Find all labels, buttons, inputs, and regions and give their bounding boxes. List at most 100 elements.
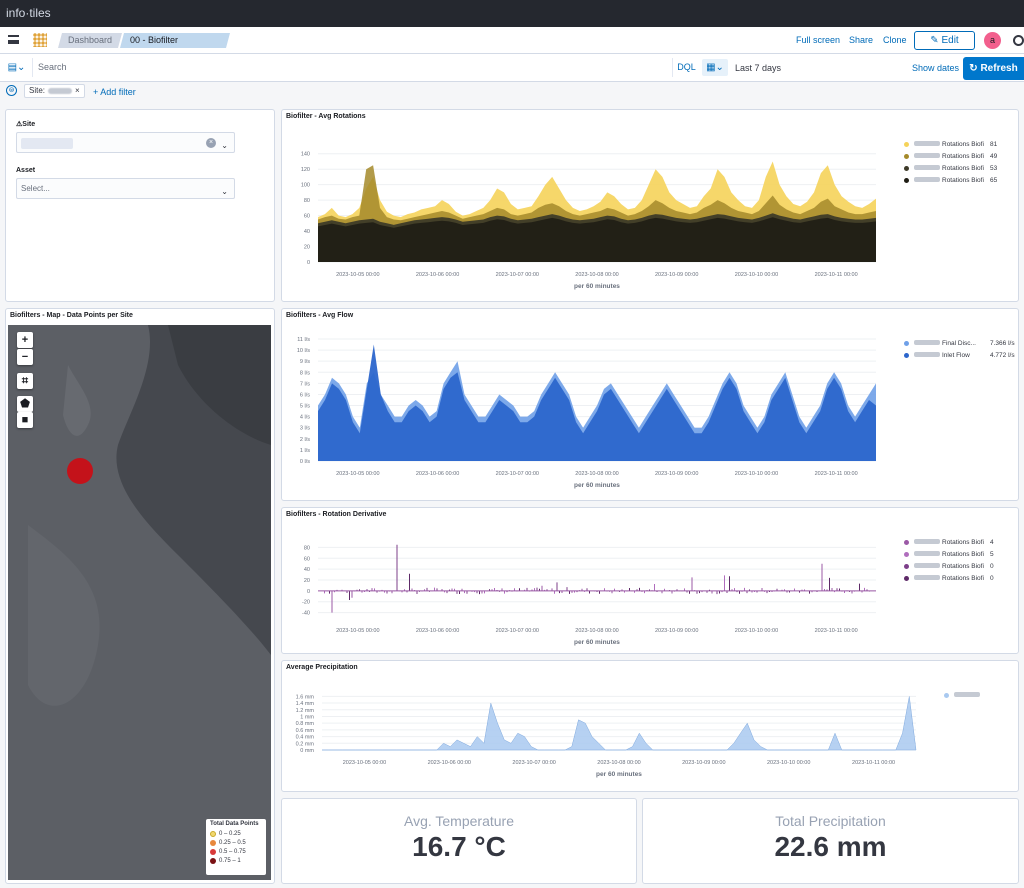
app-logo[interactable]: info·tiles — [6, 6, 51, 20]
site-filter-pill[interactable]: Site: × — [24, 84, 85, 98]
legend-item[interactable]: Rotations Biofilt... 53 — [904, 162, 997, 174]
y-tick-label: 120 — [301, 167, 310, 173]
legend-swatch — [904, 563, 909, 569]
y-tick-label: 1 l/s — [300, 448, 310, 454]
legend-swatch — [904, 551, 909, 557]
legend-item[interactable]: Final Disc... 7.366 l/s — [904, 337, 1015, 349]
avatar[interactable]: a — [984, 32, 1001, 49]
y-tick-label: 0.8 mm — [296, 721, 315, 727]
metric-value: 22.6 mm — [774, 831, 887, 862]
y-tick-label: 11 l/s — [297, 337, 310, 343]
chevron-down-icon[interactable]: ⌄ — [221, 187, 228, 196]
legend-item[interactable]: Rotations Biofilt... 49 — [904, 150, 997, 162]
calendar-icon[interactable]: ▦⌄ — [702, 59, 728, 76]
asset-select[interactable]: Select... ⌄ — [16, 178, 235, 199]
search-input[interactable]: Search — [32, 58, 672, 77]
legend-item[interactable]: Inlet Flow 4.772 l/s — [904, 349, 1015, 361]
legend-label: Rotations Biofilter 4 — [914, 575, 984, 582]
rectangle-draw-icon[interactable]: ■ — [17, 412, 33, 428]
legend-swatch — [944, 692, 949, 698]
redacted-name — [914, 165, 940, 171]
legend-item[interactable]: Rotations Biofilt... 81 — [904, 138, 997, 150]
series-area — [318, 217, 876, 262]
y-tick-label: 60 — [304, 556, 310, 562]
refresh-button[interactable]: ↻ Refresh — [963, 57, 1024, 80]
query-language-button[interactable]: DQL — [672, 58, 700, 77]
map-legend-item: 0.25 – 0.5 — [210, 838, 262, 847]
site-marker[interactable] — [67, 458, 93, 484]
x-tick-label: 2023-10-11 00:00 — [815, 628, 858, 634]
breadcrumb-current: 00 - Biofilter Dashboard — [120, 33, 230, 48]
brand-icon[interactable] — [33, 33, 47, 47]
legend-value: 0 — [990, 574, 994, 582]
x-tick-label: 2023-10-08 00:00 — [597, 760, 640, 766]
redacted-name — [914, 141, 940, 147]
app-logo-text: info·tiles — [6, 6, 51, 20]
redacted-name — [914, 352, 940, 358]
polygon-draw-icon[interactable]: ⬟ — [17, 396, 33, 412]
metric-label: Total Precipitation — [775, 813, 886, 829]
legend-item[interactable]: Rotations Biofilt... 65 — [904, 174, 997, 186]
y-tick-label: 0.4 mm — [296, 735, 315, 741]
x-tick-label: 2023-10-11 00:00 — [852, 760, 895, 766]
y-tick-label: 10 l/s — [297, 348, 310, 354]
clear-icon[interactable]: × — [206, 138, 216, 148]
x-tick-label: 2023-10-07 00:00 — [496, 272, 539, 278]
x-axis-label: per 60 minutes — [596, 771, 642, 778]
zoom-in-icon[interactable]: + — [17, 332, 33, 348]
legend-item[interactable]: Rotations Biofilter 4 0 — [904, 572, 994, 584]
y-tick-label: 3 l/s — [300, 426, 310, 432]
breadcrumb-dashboard[interactable]: Dashboard — [58, 33, 122, 48]
y-tick-label: 0 l/s — [300, 459, 310, 465]
series-name: Rotations Biofilt... — [942, 140, 984, 148]
site-select[interactable]: × ⌄ — [16, 132, 235, 153]
show-dates-link[interactable]: Show dates — [912, 63, 960, 73]
map-canvas[interactable] — [8, 325, 271, 880]
derivative-panel: Biofilters - Rotation Derivative -40 -20 0… — [281, 507, 1019, 654]
rotations-chart: 0 20 40 60 80 100 120 140 2023-10-05 00:00 2023-1… — [301, 152, 876, 290]
legend-swatch — [904, 177, 909, 183]
legend-label: Final Disc... — [914, 340, 984, 347]
close-icon[interactable]: × — [75, 86, 80, 95]
legend-item[interactable]: 0.0 mm — [944, 689, 1024, 701]
chevron-down-icon[interactable]: ⌄ — [221, 141, 228, 150]
y-tick-label: 80 — [304, 198, 310, 204]
clone-link[interactable]: Clone — [883, 35, 907, 45]
metric-value: 16.7 °C — [412, 831, 506, 862]
filter-options-icon[interactable]: ⊜ — [6, 85, 17, 96]
redacted-name — [914, 340, 940, 346]
site-control-label: ⚠Site — [16, 120, 35, 128]
legend-item[interactable]: Rotations Biofilter 2 5 — [904, 548, 994, 560]
time-range[interactable]: Last 7 days — [735, 63, 782, 73]
edit-button[interactable]: ✎ Edit — [914, 31, 975, 50]
y-tick-label: 6 l/s — [300, 392, 310, 398]
legend-item[interactable]: Rotations Biofilter 3 0 — [904, 560, 994, 572]
legend-value: 0 — [990, 562, 994, 570]
x-axis-label: per 60 minutes — [574, 639, 620, 646]
legend-label: Rotations Biofilter 1 — [914, 539, 984, 546]
y-tick-label: 1.6 mm — [296, 694, 315, 700]
total-precipitation-panel: Total Precipitation 22.6 mm — [642, 798, 1019, 884]
y-tick-label: 40 — [304, 567, 310, 573]
legend-value: 49 — [990, 152, 998, 160]
full-screen-link[interactable]: Full screen — [796, 35, 841, 45]
legend-swatch — [904, 165, 909, 171]
add-filter-link[interactable]: + Add filter — [93, 87, 136, 97]
x-tick-label: 2023-10-07 00:00 — [496, 628, 539, 634]
share-link[interactable]: Share — [849, 35, 874, 45]
legend-label: Rotations Biofilt... — [914, 177, 984, 184]
fit-bounds-icon[interactable]: ⌗ — [17, 373, 33, 389]
help-icon[interactable] — [1013, 35, 1024, 46]
y-tick-label: 0.2 mm — [296, 741, 315, 747]
redacted-name — [914, 551, 940, 557]
saved-query-icon[interactable]: ▤⌄ — [7, 62, 26, 73]
legend-item[interactable]: Rotations Biofilter 1 4 — [904, 536, 994, 548]
x-tick-label: 2023-10-09 00:00 — [655, 272, 698, 278]
y-tick-label: 2 l/s — [300, 437, 310, 443]
menu-icon[interactable] — [8, 35, 19, 44]
x-tick-label: 2023-10-09 00:00 — [682, 760, 725, 766]
x-axis-label: per 60 minutes — [574, 283, 620, 290]
legend-swatch — [210, 830, 216, 837]
zoom-out-icon[interactable]: − — [17, 349, 33, 365]
legend-label: Rotations Biofilter 3 — [914, 563, 984, 570]
